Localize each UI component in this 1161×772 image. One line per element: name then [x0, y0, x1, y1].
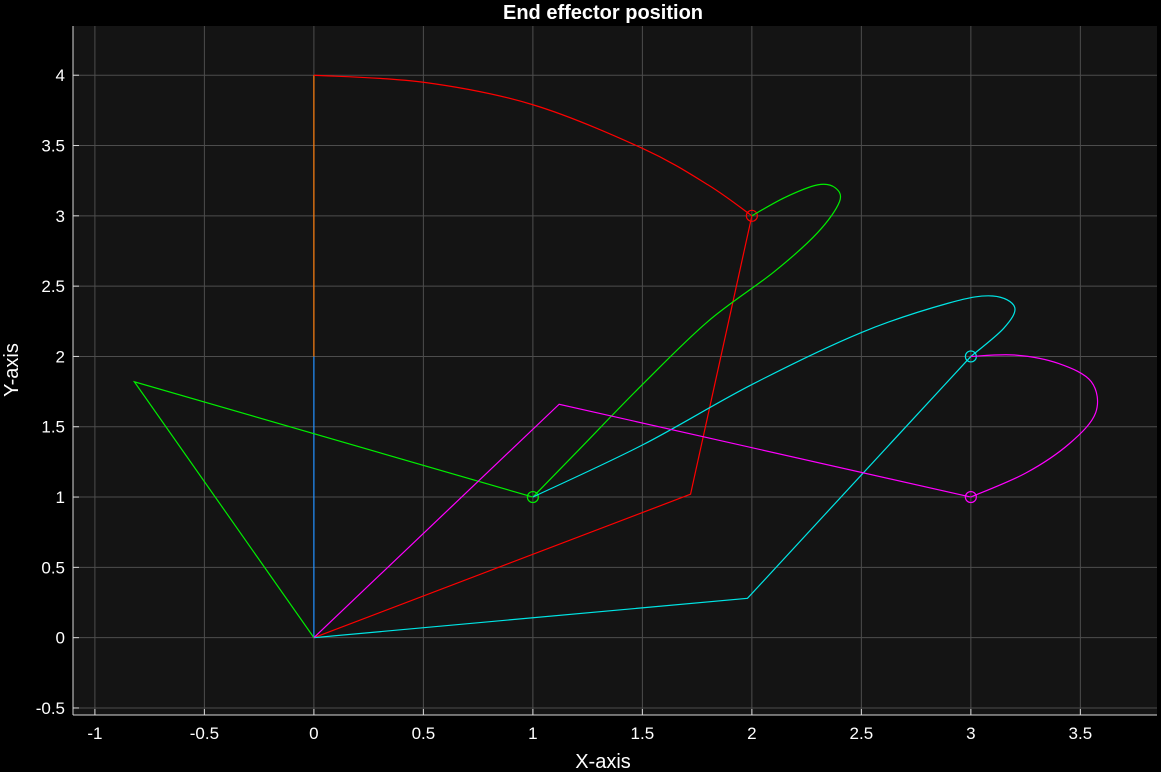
arm-link-line	[313, 215, 753, 639]
y-tick-label: 1.5	[41, 418, 65, 437]
y-tick-label: 2	[56, 347, 65, 366]
plot-area	[73, 26, 1157, 715]
trajectory-curve	[970, 354, 1099, 498]
arm-link-line	[313, 356, 972, 639]
series-marker	[964, 490, 977, 504]
series-marker	[745, 209, 758, 222]
trajectory-curve	[313, 74, 753, 217]
axes	[72, 26, 1157, 716]
x-tick-label: 2	[747, 724, 756, 743]
x-axis-title: X-axis	[575, 751, 631, 772]
series-layer	[132, 74, 1099, 639]
arm-link-line	[132, 380, 534, 639]
tick-labels: -1 -0.5 0 0.5 1 1.5 2 2.5 3 3.5 -0.5 0 0.5 1 1.5 2 2.5 3 3…	[36, 66, 1092, 743]
y-tick-label: 1	[56, 488, 65, 507]
x-tick-label: -0.5	[190, 724, 219, 743]
x-tick-label: 3.5	[1069, 724, 1093, 743]
x-tick-label: 1	[528, 724, 537, 743]
x-tick-label: -1	[87, 724, 102, 743]
series-marker	[526, 490, 539, 504]
y-tick-label: 0.5	[41, 558, 65, 577]
y-tick-label: -0.5	[36, 699, 65, 718]
x-tick-label: 3	[966, 724, 975, 743]
y-tick-label: 0	[56, 629, 65, 648]
x-tick-label: 0	[309, 724, 318, 743]
trajectory-curve	[532, 183, 842, 498]
x-tick-label: 2.5	[850, 724, 874, 743]
x-tick-label: 1.5	[631, 724, 655, 743]
y-tick-label: 3.5	[41, 137, 65, 156]
x-tick-label: 0.5	[412, 724, 436, 743]
y-axis-title: Y-axis	[1, 343, 23, 397]
chart-title: End effector position	[503, 2, 703, 24]
trajectory-curve	[532, 295, 1016, 498]
y-tick-label: 3	[56, 207, 65, 226]
y-tick-label: 2.5	[41, 277, 65, 296]
arm-link-line	[313, 403, 971, 639]
y-tick-label: 4	[56, 66, 65, 85]
